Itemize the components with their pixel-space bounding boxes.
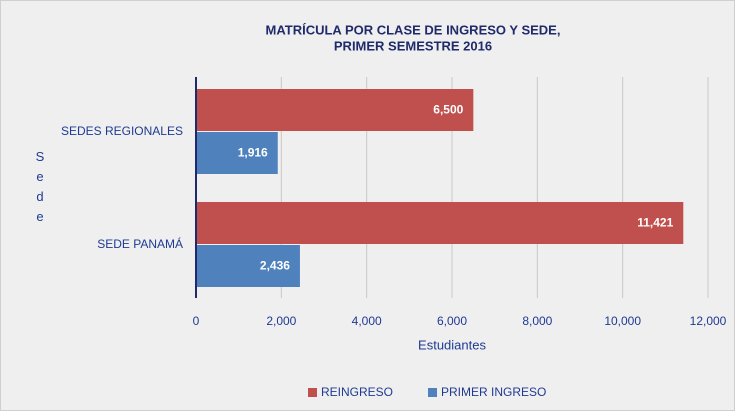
- value-label: 11,421: [637, 216, 673, 230]
- bar: [196, 132, 278, 174]
- x-tick-label: 0: [193, 314, 200, 328]
- x-axis-label: Estudiantes: [418, 337, 486, 352]
- legend-swatch: [428, 388, 437, 397]
- value-label: 2,436: [260, 259, 290, 273]
- bar: [196, 202, 684, 244]
- x-tick-label: 6,000: [437, 314, 467, 328]
- x-tick-label: 2,000: [266, 314, 296, 328]
- bar: [196, 245, 300, 287]
- x-tick-label: 4,000: [352, 314, 382, 328]
- chart-title: PRIMER SEMESTRE 2016: [334, 38, 492, 53]
- legend-label: REINGRESO: [321, 385, 393, 399]
- value-label: 6,500: [433, 103, 463, 117]
- bar: [196, 89, 474, 131]
- chart-title: MATRÍCULA POR CLASE DE INGRESO Y SEDE,: [266, 22, 561, 37]
- value-label: 1,916: [238, 146, 268, 160]
- x-tick-label: 8,000: [522, 314, 552, 328]
- legend-swatch: [308, 388, 317, 397]
- x-tick-label: 10,000: [604, 314, 641, 328]
- y-tick-label: SEDES REGIONALES: [61, 124, 183, 138]
- x-tick-label: 12,000: [690, 314, 727, 328]
- y-tick-label: SEDE PANAMÁ: [97, 236, 183, 251]
- legend-label: PRIMER INGRESO: [441, 385, 546, 399]
